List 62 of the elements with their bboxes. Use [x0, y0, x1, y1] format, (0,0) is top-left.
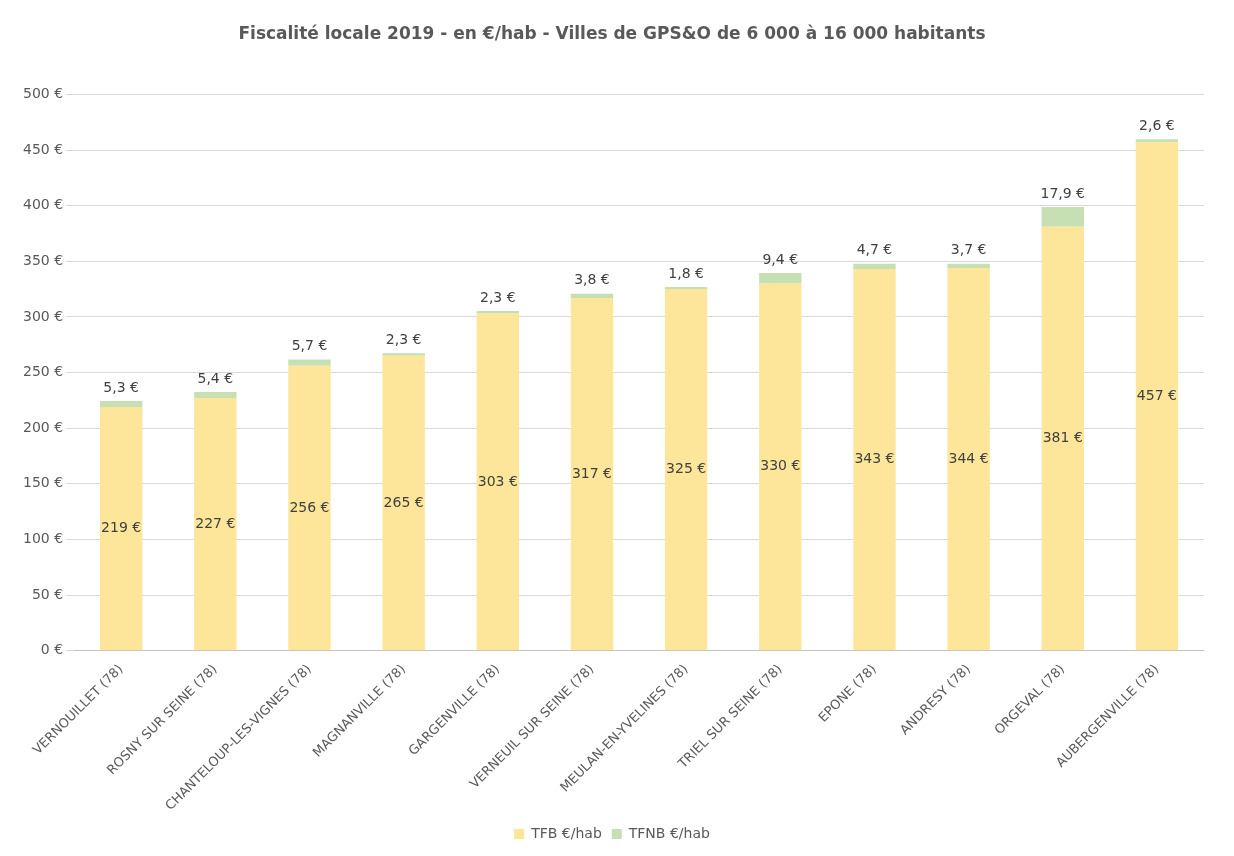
bar	[99, 407, 143, 651]
bar	[759, 273, 802, 284]
y-tick-label: 400 €	[22, 196, 64, 213]
data-label: 5,3 €	[103, 378, 139, 395]
data-label: 4,7 €	[856, 241, 893, 258]
bar	[664, 289, 708, 651]
bar	[664, 287, 708, 290]
y-tick-label: 250 €	[22, 363, 64, 380]
bar	[759, 283, 802, 651]
data-label: 2,3 €	[385, 330, 422, 347]
bar	[476, 313, 519, 651]
data-label: 330 €	[760, 457, 801, 474]
bar	[1135, 142, 1179, 651]
data-label: 1,8 €	[668, 264, 704, 281]
data-label: 343 €	[854, 450, 895, 467]
y-tick-label: 500 €	[22, 85, 64, 102]
bar	[853, 269, 896, 651]
legend-label: TFNB €/hab	[627, 824, 710, 841]
y-tick-label: 150 €	[22, 474, 64, 491]
bar	[1135, 139, 1179, 143]
bar	[1041, 206, 1084, 227]
chart-title: Fiscalité locale 2019 - en €/hab - Villes de GPS&O de 6 000 à 16 000 habitants	[238, 22, 986, 43]
bar	[476, 311, 519, 314]
bar	[853, 263, 896, 270]
data-label: 256 €	[289, 498, 330, 515]
data-label: 381 €	[1042, 429, 1083, 446]
data-label: 5,7 €	[291, 337, 328, 354]
y-tick-label: 0 €	[40, 641, 64, 658]
bar	[382, 355, 425, 651]
bar	[570, 297, 614, 651]
data-label: 303 €	[477, 472, 518, 489]
bar	[570, 293, 614, 298]
y-tick-label: 50 €	[31, 585, 64, 602]
data-label: 317 €	[571, 464, 613, 481]
bar	[288, 359, 331, 366]
data-label: 2,6 €	[1139, 116, 1175, 133]
data-label: 17,9 €	[1040, 184, 1086, 201]
y-tick-label: 450 €	[22, 140, 64, 157]
bar	[947, 267, 990, 651]
bar	[382, 353, 425, 356]
bar	[947, 263, 990, 268]
y-tick-label: 200 €	[22, 418, 64, 435]
data-label: 3,8 €	[574, 271, 610, 288]
bar	[194, 398, 237, 651]
data-label: 219 €	[101, 519, 142, 536]
legend-label: TFB €/hab	[530, 824, 602, 841]
bar	[99, 401, 143, 408]
y-tick-label: 300 €	[22, 307, 64, 324]
y-tick-label: 100 €	[22, 530, 64, 547]
data-label: 227 €	[195, 514, 236, 531]
data-label: 3,7 €	[950, 241, 987, 258]
bar	[288, 365, 331, 651]
data-label: 325 €	[666, 460, 707, 477]
bar	[1041, 226, 1084, 651]
data-label: 344 €	[948, 449, 989, 466]
data-label: 9,4 €	[762, 250, 799, 267]
data-label: 5,4 €	[197, 369, 234, 386]
bar	[194, 392, 237, 399]
y-tick-label: 350 €	[22, 251, 64, 268]
data-label: 265 €	[383, 493, 424, 510]
data-label: 457 €	[1136, 386, 1177, 403]
data-label: 2,3 €	[479, 288, 516, 305]
